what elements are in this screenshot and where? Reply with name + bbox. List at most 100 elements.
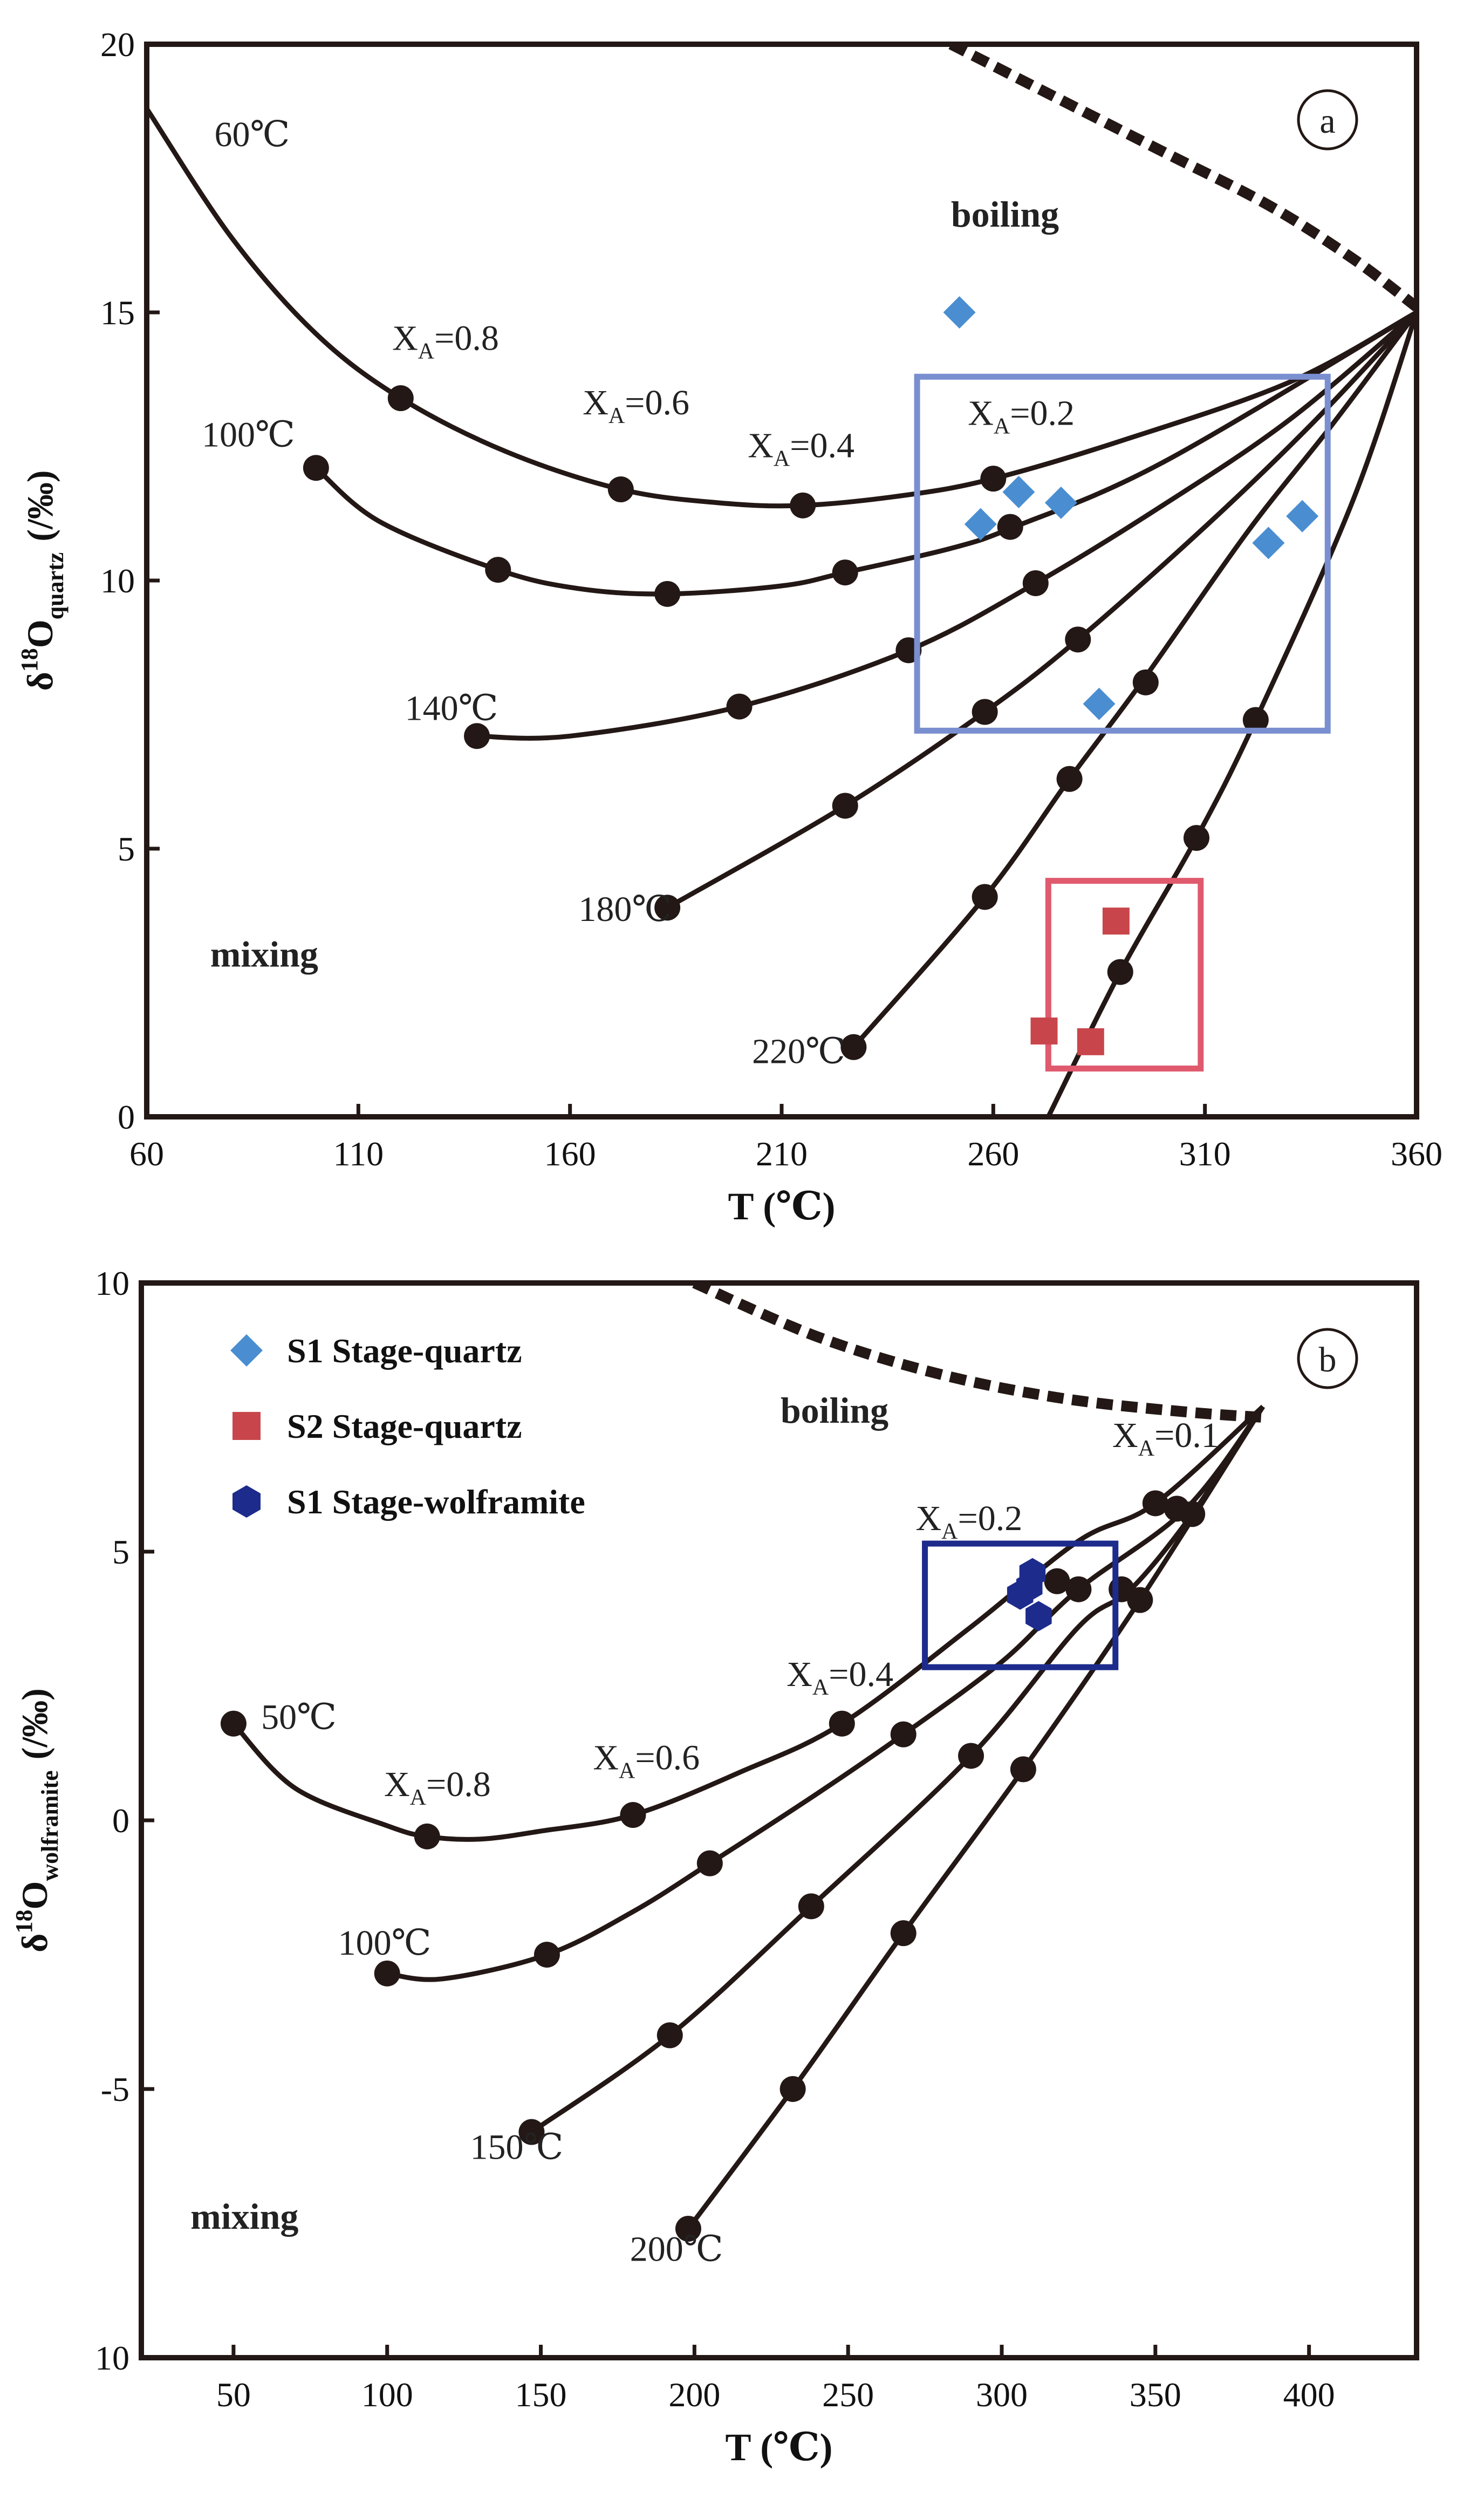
xa-sub: A: [410, 1785, 427, 1810]
panel-b: 50 100 150 200 250 300 350 400 10 -5 0 5 10 T (℃) δ18O…: [11, 1264, 1419, 2469]
curve-dot: [387, 385, 414, 412]
curve-dot: [1183, 825, 1209, 851]
y-title-unit: (/‰): [19, 470, 60, 541]
s1-quartz-point: [1002, 475, 1035, 508]
xa-label: XA=0.8: [384, 1765, 491, 1810]
curve-50℃: [231, 1404, 1265, 1842]
xa-value: =0.8: [434, 319, 499, 358]
curve-dot: [1142, 1490, 1168, 1517]
range-box: [922, 1540, 1119, 1670]
curve-dot: [464, 723, 490, 749]
curve-dot: [832, 559, 858, 586]
curve-dot: [607, 476, 634, 503]
xa-label: XA=0.1: [1112, 1416, 1219, 1461]
curve-temp-label: 200℃: [630, 2230, 723, 2269]
curve-dot: [220, 1710, 247, 1737]
y-tick-label: -5: [101, 2070, 129, 2108]
x-tick-label: 400: [1283, 2376, 1335, 2414]
y-title-o: O: [19, 619, 60, 648]
y-title-unit: (/‰): [14, 1688, 55, 1759]
curve-dot: [1065, 1576, 1092, 1602]
xa-label: XA=0.4: [748, 426, 854, 471]
y-tick-label: 5: [118, 830, 135, 868]
curve-dot: [1179, 1501, 1206, 1527]
x-tick-label: 360: [1391, 1135, 1442, 1173]
xa-label: XA=0.2: [915, 1499, 1022, 1544]
s1-quartz-point: [1286, 500, 1319, 533]
x-tick-label: 260: [967, 1135, 1019, 1173]
y-tick-label: 10: [95, 1264, 129, 1302]
y-tick-label: 0: [118, 1098, 135, 1136]
boiling-curve: [948, 44, 1417, 312]
x-tick-label: 200: [668, 2376, 720, 2414]
curve-dot: [1242, 707, 1269, 733]
x-tick-label: 300: [976, 2376, 1028, 2414]
curve-lowest: [1046, 311, 1417, 1117]
legend-label: S1 Stage-quartz: [287, 1332, 522, 1370]
curve-temp-label: 100℃: [202, 415, 295, 455]
xa-label: XA=0.4: [787, 1655, 893, 1700]
s1-quartz-point: [1252, 527, 1285, 559]
x-tick-label: 160: [544, 1135, 596, 1173]
xa-base: X: [392, 319, 418, 358]
curve-temp-label: 180℃: [578, 890, 672, 929]
mixing-label: mixing: [190, 2196, 298, 2237]
xa-value: =0.4: [829, 1655, 893, 1694]
curve-dot: [798, 1893, 824, 1920]
x-tick-label: 50: [216, 2376, 251, 2414]
legend-label: S1 Stage-wolframite: [287, 1483, 585, 1521]
curve-dot: [675, 2215, 701, 2242]
y-tick-label: 0: [112, 1801, 129, 1840]
curve-dot: [1132, 669, 1159, 695]
xa-base: X: [593, 1738, 619, 1777]
curve-temp-label: 220℃: [752, 1032, 845, 1071]
curve-dot: [518, 2119, 545, 2145]
panel-a: 60 110 160 210 260 310 360 0 5 10 15 20 T (℃) δ18Oqua…: [16, 25, 1442, 1228]
xa-value: =0.4: [790, 426, 854, 465]
s2-quartz-point: [1102, 907, 1130, 935]
x-tick-label: 210: [756, 1135, 808, 1173]
x-tick-label: 310: [1179, 1135, 1231, 1173]
y-tick-label: 15: [100, 293, 135, 332]
s1-wolframite-point: [1016, 1571, 1043, 1602]
range-box: [914, 373, 1331, 734]
curve-dot: [790, 492, 816, 518]
s1-quartz-point: [1044, 486, 1077, 519]
curve-dot: [414, 1823, 440, 1849]
xa-sub: A: [941, 1519, 958, 1544]
xa-value: =0.6: [635, 1738, 700, 1777]
xa-label: XA=0.2: [968, 394, 1075, 439]
xa-value: =0.6: [625, 383, 689, 422]
y-title-sub: wolframite: [37, 1770, 63, 1881]
curve-dot: [972, 884, 998, 910]
curve-100℃: [314, 310, 1417, 597]
boiling-curve: [692, 1283, 1263, 1423]
y-title-delta: δ: [19, 672, 60, 691]
s1-wolframite-point: [1025, 1601, 1052, 1632]
curve-dot: [832, 793, 858, 819]
curve-140℃: [476, 310, 1417, 741]
curve-dot: [1022, 570, 1049, 596]
xa-value: =0.2: [1010, 394, 1075, 433]
xa-label: XA=0.6: [593, 1738, 700, 1783]
s2-quartz-point: [1077, 1028, 1104, 1055]
curve-temp-label: 150℃: [470, 2127, 564, 2167]
curve-dot: [656, 2022, 683, 2049]
curve-dot: [1065, 626, 1091, 653]
curve-dot: [620, 1802, 646, 1828]
legend-marker-diamond: [230, 1334, 263, 1367]
y-title-sub: quartz: [42, 552, 69, 620]
curve-temp-label: 50℃: [261, 1698, 337, 1737]
curve-temp-label: 140℃: [405, 688, 498, 728]
xa-base: X: [748, 426, 774, 465]
curve-temp-label: 100℃: [338, 1923, 432, 1963]
x-axis-title: T (℃): [728, 1185, 836, 1228]
y-tick-label: 20: [100, 25, 135, 64]
xa-value: =0.2: [958, 1499, 1023, 1538]
xa-sub: A: [1138, 1436, 1155, 1461]
plot-area: [147, 44, 1417, 1117]
x-tick-label: 60: [129, 1135, 164, 1173]
y-tick-label: 5: [112, 1533, 129, 1571]
xa-label: XA=0.6: [583, 383, 689, 428]
